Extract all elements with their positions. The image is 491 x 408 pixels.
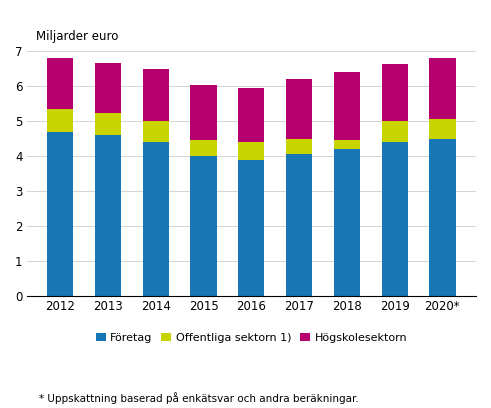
Bar <box>429 139 456 296</box>
Bar <box>191 84 217 140</box>
Bar <box>47 58 73 109</box>
Bar <box>286 139 312 154</box>
Legend: Företag, Offentliga sektorn 1), Högskolesektorn: Företag, Offentliga sektorn 1), Högskole… <box>96 333 407 343</box>
Bar <box>143 121 169 142</box>
Bar <box>429 120 456 139</box>
Bar <box>191 140 217 156</box>
Bar <box>382 121 408 142</box>
Bar <box>382 142 408 296</box>
Text: Miljarder euro: Miljarder euro <box>36 30 119 43</box>
Bar <box>47 132 73 296</box>
Bar <box>429 58 456 120</box>
Bar <box>286 154 312 296</box>
Bar <box>95 135 121 296</box>
Bar <box>238 160 265 296</box>
Bar <box>238 142 265 160</box>
Bar <box>95 113 121 135</box>
Bar <box>143 142 169 296</box>
Bar <box>47 109 73 132</box>
Bar <box>143 69 169 121</box>
Bar <box>334 149 360 296</box>
Text: * Uppskattning baserad på enkätsvar och andra beräkningar.: * Uppskattning baserad på enkätsvar och … <box>39 392 359 404</box>
Bar <box>382 64 408 121</box>
Bar <box>334 72 360 140</box>
Bar <box>238 88 265 142</box>
Bar <box>191 156 217 296</box>
Bar <box>334 140 360 149</box>
Bar <box>95 63 121 113</box>
Bar <box>286 80 312 139</box>
